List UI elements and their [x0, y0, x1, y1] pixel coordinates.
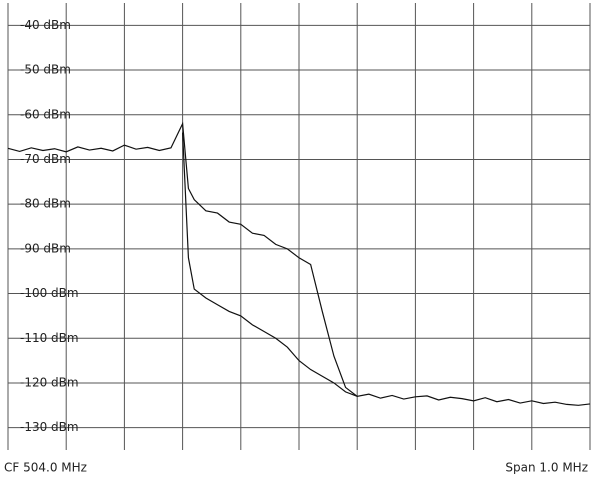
y-tick-label: -100 dBm [20, 286, 79, 300]
trace [182, 132, 358, 397]
y-tick-label: -110 dBm [20, 331, 79, 345]
y-tick-label: -40 dBm [20, 18, 71, 32]
span-label: Span 1.0 MHz [505, 461, 588, 475]
y-tick-label: -120 dBm [20, 375, 79, 389]
y-tick-label: -70 dBm [20, 152, 71, 166]
y-tick-label: -80 dBm [20, 197, 71, 211]
y-tick-label: -60 dBm [20, 107, 71, 121]
trace [7, 121, 591, 406]
y-tick-label: -90 dBm [20, 241, 71, 255]
y-tick-label: -130 dBm [20, 420, 79, 434]
center-frequency-label: CF 504.0 MHz [4, 461, 87, 475]
y-tick-label: -50 dBm [20, 63, 71, 77]
